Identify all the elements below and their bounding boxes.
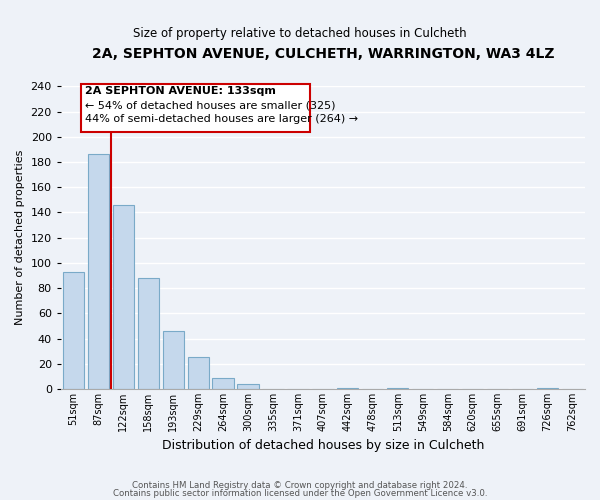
- Text: ← 54% of detached houses are smaller (325): ← 54% of detached houses are smaller (32…: [85, 100, 335, 110]
- Bar: [163, 331, 184, 389]
- Bar: [137, 278, 159, 389]
- Text: 44% of semi-detached houses are larger (264) →: 44% of semi-detached houses are larger (…: [85, 114, 358, 124]
- Bar: [238, 384, 259, 389]
- X-axis label: Distribution of detached houses by size in Culcheth: Distribution of detached houses by size …: [162, 440, 484, 452]
- Bar: [88, 154, 109, 389]
- Bar: [537, 388, 558, 389]
- Text: Contains HM Land Registry data © Crown copyright and database right 2024.: Contains HM Land Registry data © Crown c…: [132, 481, 468, 490]
- Y-axis label: Number of detached properties: Number of detached properties: [15, 150, 25, 326]
- Bar: [212, 378, 233, 389]
- Bar: [113, 205, 134, 389]
- Bar: [63, 272, 84, 389]
- Text: Size of property relative to detached houses in Culcheth: Size of property relative to detached ho…: [133, 28, 467, 40]
- Text: Contains public sector information licensed under the Open Government Licence v3: Contains public sector information licen…: [113, 488, 487, 498]
- Bar: [337, 388, 358, 389]
- Text: 2A SEPHTON AVENUE: 133sqm: 2A SEPHTON AVENUE: 133sqm: [85, 86, 275, 97]
- Bar: [387, 388, 409, 389]
- FancyBboxPatch shape: [81, 84, 310, 132]
- Bar: [188, 358, 209, 389]
- Title: 2A, SEPHTON AVENUE, CULCHETH, WARRINGTON, WA3 4LZ: 2A, SEPHTON AVENUE, CULCHETH, WARRINGTON…: [92, 48, 554, 62]
